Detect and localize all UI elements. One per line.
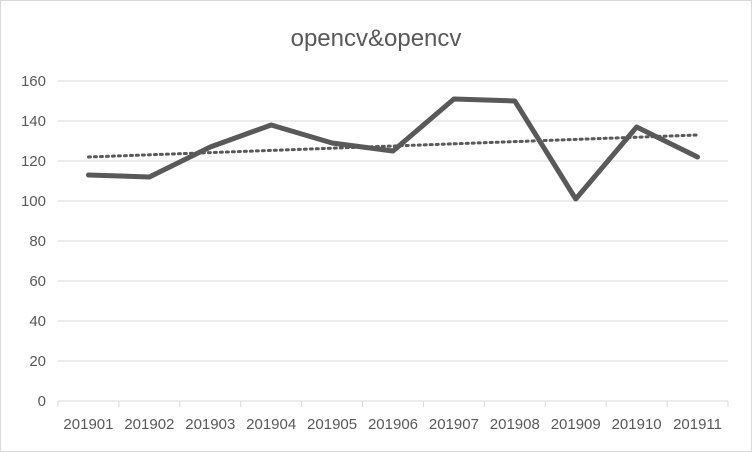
y-tick-label: 100 [21, 193, 46, 210]
data-point [636, 126, 638, 128]
y-tick-label: 140 [21, 113, 46, 130]
x-tick-label: 201908 [490, 416, 540, 433]
data-point [209, 146, 211, 148]
x-tick-label: 201910 [612, 416, 662, 433]
y-tick-label: 80 [29, 233, 46, 250]
x-tick-label: 201904 [246, 416, 296, 433]
trendline [86, 133, 700, 159]
x-tick-label: 201905 [307, 416, 357, 433]
y-tick-label: 120 [21, 153, 46, 170]
x-tick-label: 201911 [673, 416, 722, 433]
x-tick-label: 201907 [429, 416, 479, 433]
data-point [575, 198, 577, 200]
data-point [453, 98, 455, 100]
x-tick-label: 201901 [63, 416, 113, 433]
data-point [148, 176, 150, 178]
y-tick-label: 60 [29, 273, 46, 290]
x-tick-label: 201902 [124, 416, 174, 433]
y-tick-label: 20 [29, 353, 46, 370]
chart-title: opencv&opencv [290, 25, 462, 52]
data-point [697, 156, 699, 158]
data-point [331, 142, 333, 144]
y-tick-label: 160 [21, 73, 46, 90]
x-tick-label: 201906 [368, 416, 418, 433]
y-tick-label: 0 [38, 393, 46, 410]
data-point [392, 150, 394, 152]
x-tick-label: 201903 [185, 416, 235, 433]
data-point [87, 174, 89, 176]
data-point [270, 124, 272, 126]
series-line-0 [85, 96, 701, 202]
x-tick-label: 201909 [551, 416, 601, 433]
y-tick-label: 40 [29, 313, 46, 330]
data-point [514, 100, 516, 102]
